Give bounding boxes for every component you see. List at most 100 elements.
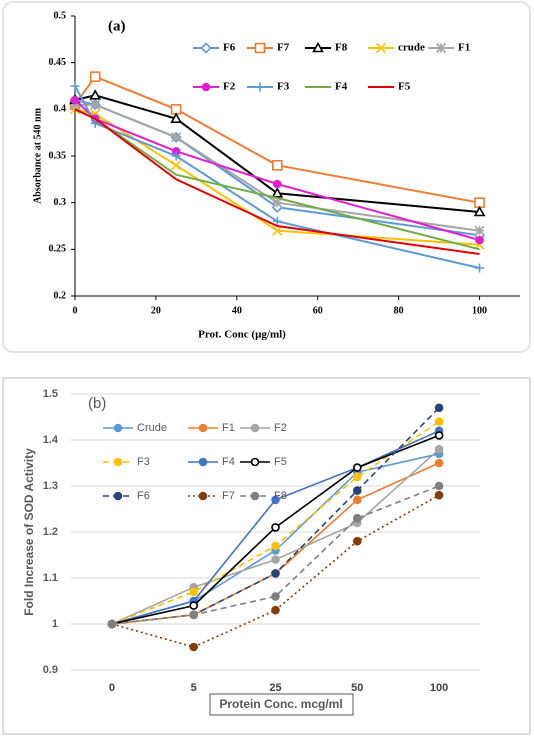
marker [198, 457, 208, 467]
marker [70, 95, 80, 105]
marker [107, 619, 117, 629]
marker [90, 99, 101, 110]
marker [90, 118, 100, 128]
marker [312, 41, 324, 53]
marker [434, 458, 444, 468]
y-tick-label: 0.35 [49, 150, 67, 161]
legend-label: F8 [274, 490, 287, 502]
y-tick-label: 1.5 [43, 388, 58, 400]
marker [475, 235, 484, 245]
chart-title: (b) [88, 395, 106, 412]
y-axis-label: Absorbance at 540 nm [32, 107, 43, 204]
marker [434, 481, 444, 491]
legend-label: F2 [223, 81, 236, 93]
legend-label: F3 [137, 456, 150, 468]
marker [434, 417, 444, 426]
x-tick-label: 80 [394, 305, 404, 316]
marker [474, 197, 485, 208]
marker [352, 536, 362, 546]
legend-label: F1 [458, 42, 470, 54]
x-axis-label: Prot. Conc (µg/ml) [198, 329, 286, 341]
marker [170, 104, 182, 115]
x-tick-label: 20 [151, 305, 161, 316]
legend-label: F5 [274, 456, 287, 468]
x-tick-label: 0 [73, 305, 78, 316]
marker [170, 112, 183, 123]
marker [113, 491, 123, 501]
marker [434, 444, 444, 454]
x-tick-label: 100 [430, 682, 448, 694]
x-tick-label: 60 [313, 305, 323, 316]
series-line [74, 108, 480, 255]
marker [200, 42, 212, 54]
y-axis-label: Fold Increase of SOD Activity [22, 448, 36, 616]
panel-a [2, 1, 531, 353]
marker [189, 642, 198, 652]
marker [250, 457, 260, 467]
legend-label: F6 [137, 490, 150, 502]
marker [272, 197, 283, 208]
marker [271, 495, 280, 505]
marker [352, 472, 362, 482]
legend-label: F3 [277, 81, 290, 93]
marker [113, 423, 123, 433]
marker [352, 486, 362, 495]
marker [473, 205, 486, 217]
y-tick-label: 0.4 [54, 104, 67, 115]
marker [271, 592, 280, 601]
y-tick-label: 1.2 [43, 526, 58, 538]
y-tick-label: 0.3 [54, 197, 67, 208]
marker [352, 495, 362, 505]
y-tick-label: 1.4 [43, 434, 59, 446]
series-line [111, 494, 440, 648]
marker [271, 187, 284, 198]
y-tick-label: 1 [52, 618, 58, 630]
y-tick-label: 1.1 [43, 572, 58, 584]
marker [271, 523, 280, 532]
legend-label: F4 [222, 456, 235, 468]
marker [250, 491, 260, 501]
marker [255, 82, 265, 92]
x-tick-label: 0 [109, 682, 115, 694]
legend-label: F1 [222, 422, 235, 434]
y-tick-label: 0.45 [49, 57, 67, 68]
x-tick-label: 5 [191, 682, 197, 694]
legend-label: F2 [274, 422, 287, 434]
legend-label: Crude [137, 422, 167, 434]
marker [272, 179, 282, 189]
x-tick-label: 50 [351, 682, 363, 694]
legend-label: F5 [398, 81, 411, 93]
x-tick-label: 100 [472, 305, 487, 316]
marker [375, 42, 387, 54]
legend-label: crude [398, 42, 425, 54]
marker [171, 151, 181, 161]
marker [189, 601, 198, 610]
marker [198, 491, 208, 501]
legend-label: F4 [335, 81, 348, 93]
marker [434, 403, 444, 413]
marker [171, 160, 182, 171]
marker [352, 463, 362, 472]
marker [254, 42, 266, 54]
marker [272, 225, 283, 236]
marker [271, 605, 280, 615]
legend-label: F6 [223, 42, 236, 54]
marker [113, 457, 123, 467]
marker [198, 423, 208, 433]
marker [89, 71, 101, 82]
marker [271, 555, 280, 564]
legend-label: F8 [335, 42, 348, 54]
marker [89, 89, 102, 100]
marker [201, 82, 211, 92]
legend-label: F7 [222, 490, 235, 502]
marker [272, 216, 282, 226]
series-line [111, 485, 440, 625]
marker [434, 431, 444, 440]
marker [189, 587, 198, 597]
marker [69, 99, 81, 110]
y-tick-label: 0.5 [54, 10, 67, 21]
chart-b: (b) Protein Conc. mcg/ml Fold Increase o… [22, 388, 480, 716]
marker [475, 263, 485, 273]
